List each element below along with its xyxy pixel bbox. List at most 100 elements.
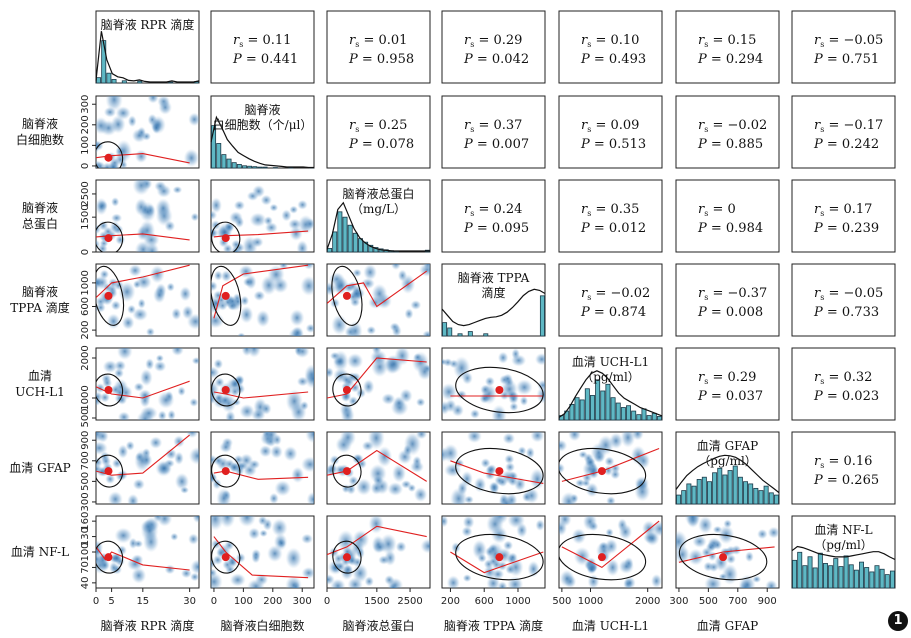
density-blob bbox=[535, 519, 545, 531]
density-blob bbox=[239, 403, 255, 419]
density-curve bbox=[95, 31, 200, 83]
cell-frame bbox=[791, 347, 896, 421]
x-tick-label: 100 bbox=[234, 596, 253, 607]
density-blob bbox=[96, 116, 109, 135]
density-blob bbox=[329, 455, 340, 466]
matrix-cell-3-4 bbox=[558, 263, 663, 337]
histogram-bar bbox=[686, 483, 692, 505]
spearman-rs-value: rs = 0.17 bbox=[814, 202, 872, 218]
density-blob bbox=[134, 149, 148, 164]
histogram-bar bbox=[226, 158, 232, 169]
density-blob bbox=[370, 481, 383, 495]
loess-smooth-line bbox=[213, 391, 309, 399]
histogram-bar bbox=[848, 564, 854, 589]
density-blob bbox=[99, 269, 110, 280]
y-tick-label: 100 bbox=[80, 136, 91, 155]
histogram-bar bbox=[247, 165, 253, 169]
p-value: P = 0.958 bbox=[348, 52, 414, 67]
density-blob bbox=[248, 527, 261, 540]
density-blob bbox=[525, 446, 535, 459]
column-variable-label: 血清 GFAP bbox=[697, 619, 758, 633]
matrix-cell-4-5 bbox=[675, 347, 780, 421]
matrix-cell-0-3 bbox=[441, 10, 546, 84]
density-blob bbox=[264, 222, 278, 234]
x-tick-label: 500 bbox=[699, 596, 718, 607]
density-blob bbox=[98, 220, 109, 231]
density-blob bbox=[157, 461, 172, 475]
density-blob bbox=[96, 283, 100, 293]
density-blob bbox=[115, 146, 126, 157]
density-blob bbox=[211, 366, 220, 379]
spearman-rs-value: rs = 0.25 bbox=[349, 118, 407, 134]
loess-smooth-line bbox=[678, 546, 775, 563]
density-blob bbox=[188, 447, 199, 465]
density-blob bbox=[229, 462, 240, 473]
matrix-cell-6-5 bbox=[675, 515, 780, 589]
density-blob bbox=[745, 551, 754, 563]
histogram-bar bbox=[337, 211, 343, 253]
matrix-cell-5-1 bbox=[210, 431, 315, 505]
density-blob bbox=[371, 348, 382, 355]
density-blob bbox=[507, 552, 518, 563]
density-blob bbox=[568, 432, 581, 442]
loess-smooth-line bbox=[327, 357, 427, 399]
loess-smooth-line bbox=[96, 380, 190, 399]
density-blob bbox=[216, 487, 232, 504]
cell-frame bbox=[675, 95, 780, 169]
density-blob bbox=[327, 574, 335, 585]
density-blob bbox=[346, 483, 356, 495]
density-blob bbox=[407, 483, 417, 493]
density-blob bbox=[133, 539, 144, 548]
density-blob bbox=[587, 574, 600, 588]
histogram-bar bbox=[656, 416, 662, 421]
density-blob bbox=[267, 264, 285, 285]
density-blob bbox=[214, 377, 225, 388]
density-blob bbox=[220, 395, 231, 406]
density-blob bbox=[390, 264, 401, 271]
density-blob bbox=[559, 516, 572, 527]
density-blob bbox=[301, 566, 314, 579]
density-blob bbox=[99, 560, 110, 571]
matrix-cell-4-6 bbox=[791, 347, 896, 421]
matrix-cell-1-5 bbox=[675, 95, 780, 169]
histogram-bar bbox=[859, 561, 865, 589]
density-blob bbox=[371, 283, 388, 304]
histogram-bar bbox=[879, 568, 885, 589]
density-blob bbox=[327, 367, 334, 378]
density-blob bbox=[151, 121, 161, 134]
density-blob bbox=[239, 305, 254, 324]
histogram-bar bbox=[457, 333, 463, 337]
p-value: P = 0.007 bbox=[463, 137, 529, 152]
histogram-bar bbox=[792, 559, 798, 589]
density-blob bbox=[297, 199, 308, 210]
histogram-bar bbox=[817, 552, 823, 589]
density-blob bbox=[392, 464, 407, 483]
cell-frame bbox=[675, 10, 780, 84]
density-blob bbox=[340, 406, 355, 420]
matrix-cell-0-0 bbox=[95, 10, 200, 84]
density-blob bbox=[508, 394, 519, 405]
histogram-bar bbox=[701, 476, 707, 505]
density-blob bbox=[166, 282, 175, 292]
scatter-panel bbox=[96, 96, 199, 168]
density-blob bbox=[158, 99, 173, 115]
histogram-bar bbox=[712, 472, 718, 505]
p-value: P = 0.513 bbox=[580, 137, 646, 152]
p-value: P = 0.294 bbox=[697, 52, 763, 67]
density-blob bbox=[291, 326, 304, 336]
density-blob bbox=[247, 579, 265, 588]
histogram-bar bbox=[833, 558, 839, 589]
histogram-bar bbox=[884, 574, 890, 589]
p-value: P = 0.874 bbox=[580, 305, 646, 320]
cell-frame bbox=[791, 431, 896, 505]
matrix-cell-6-6 bbox=[791, 515, 896, 589]
labels-layer: 脑脊液 RPR 滴度 rs = 0.11 P = 0.441 rs = 0.01 P =… bbox=[9, 17, 883, 633]
density-blob bbox=[157, 410, 167, 420]
x-tick-label: 1000 bbox=[505, 596, 530, 607]
cell-frame bbox=[791, 263, 896, 337]
density-blob bbox=[624, 576, 636, 588]
spearman-rs-value: rs = −0.37 bbox=[698, 286, 767, 302]
matrix-cell-1-1 bbox=[210, 95, 315, 169]
density-blob bbox=[171, 307, 182, 321]
density-blob bbox=[687, 548, 704, 566]
